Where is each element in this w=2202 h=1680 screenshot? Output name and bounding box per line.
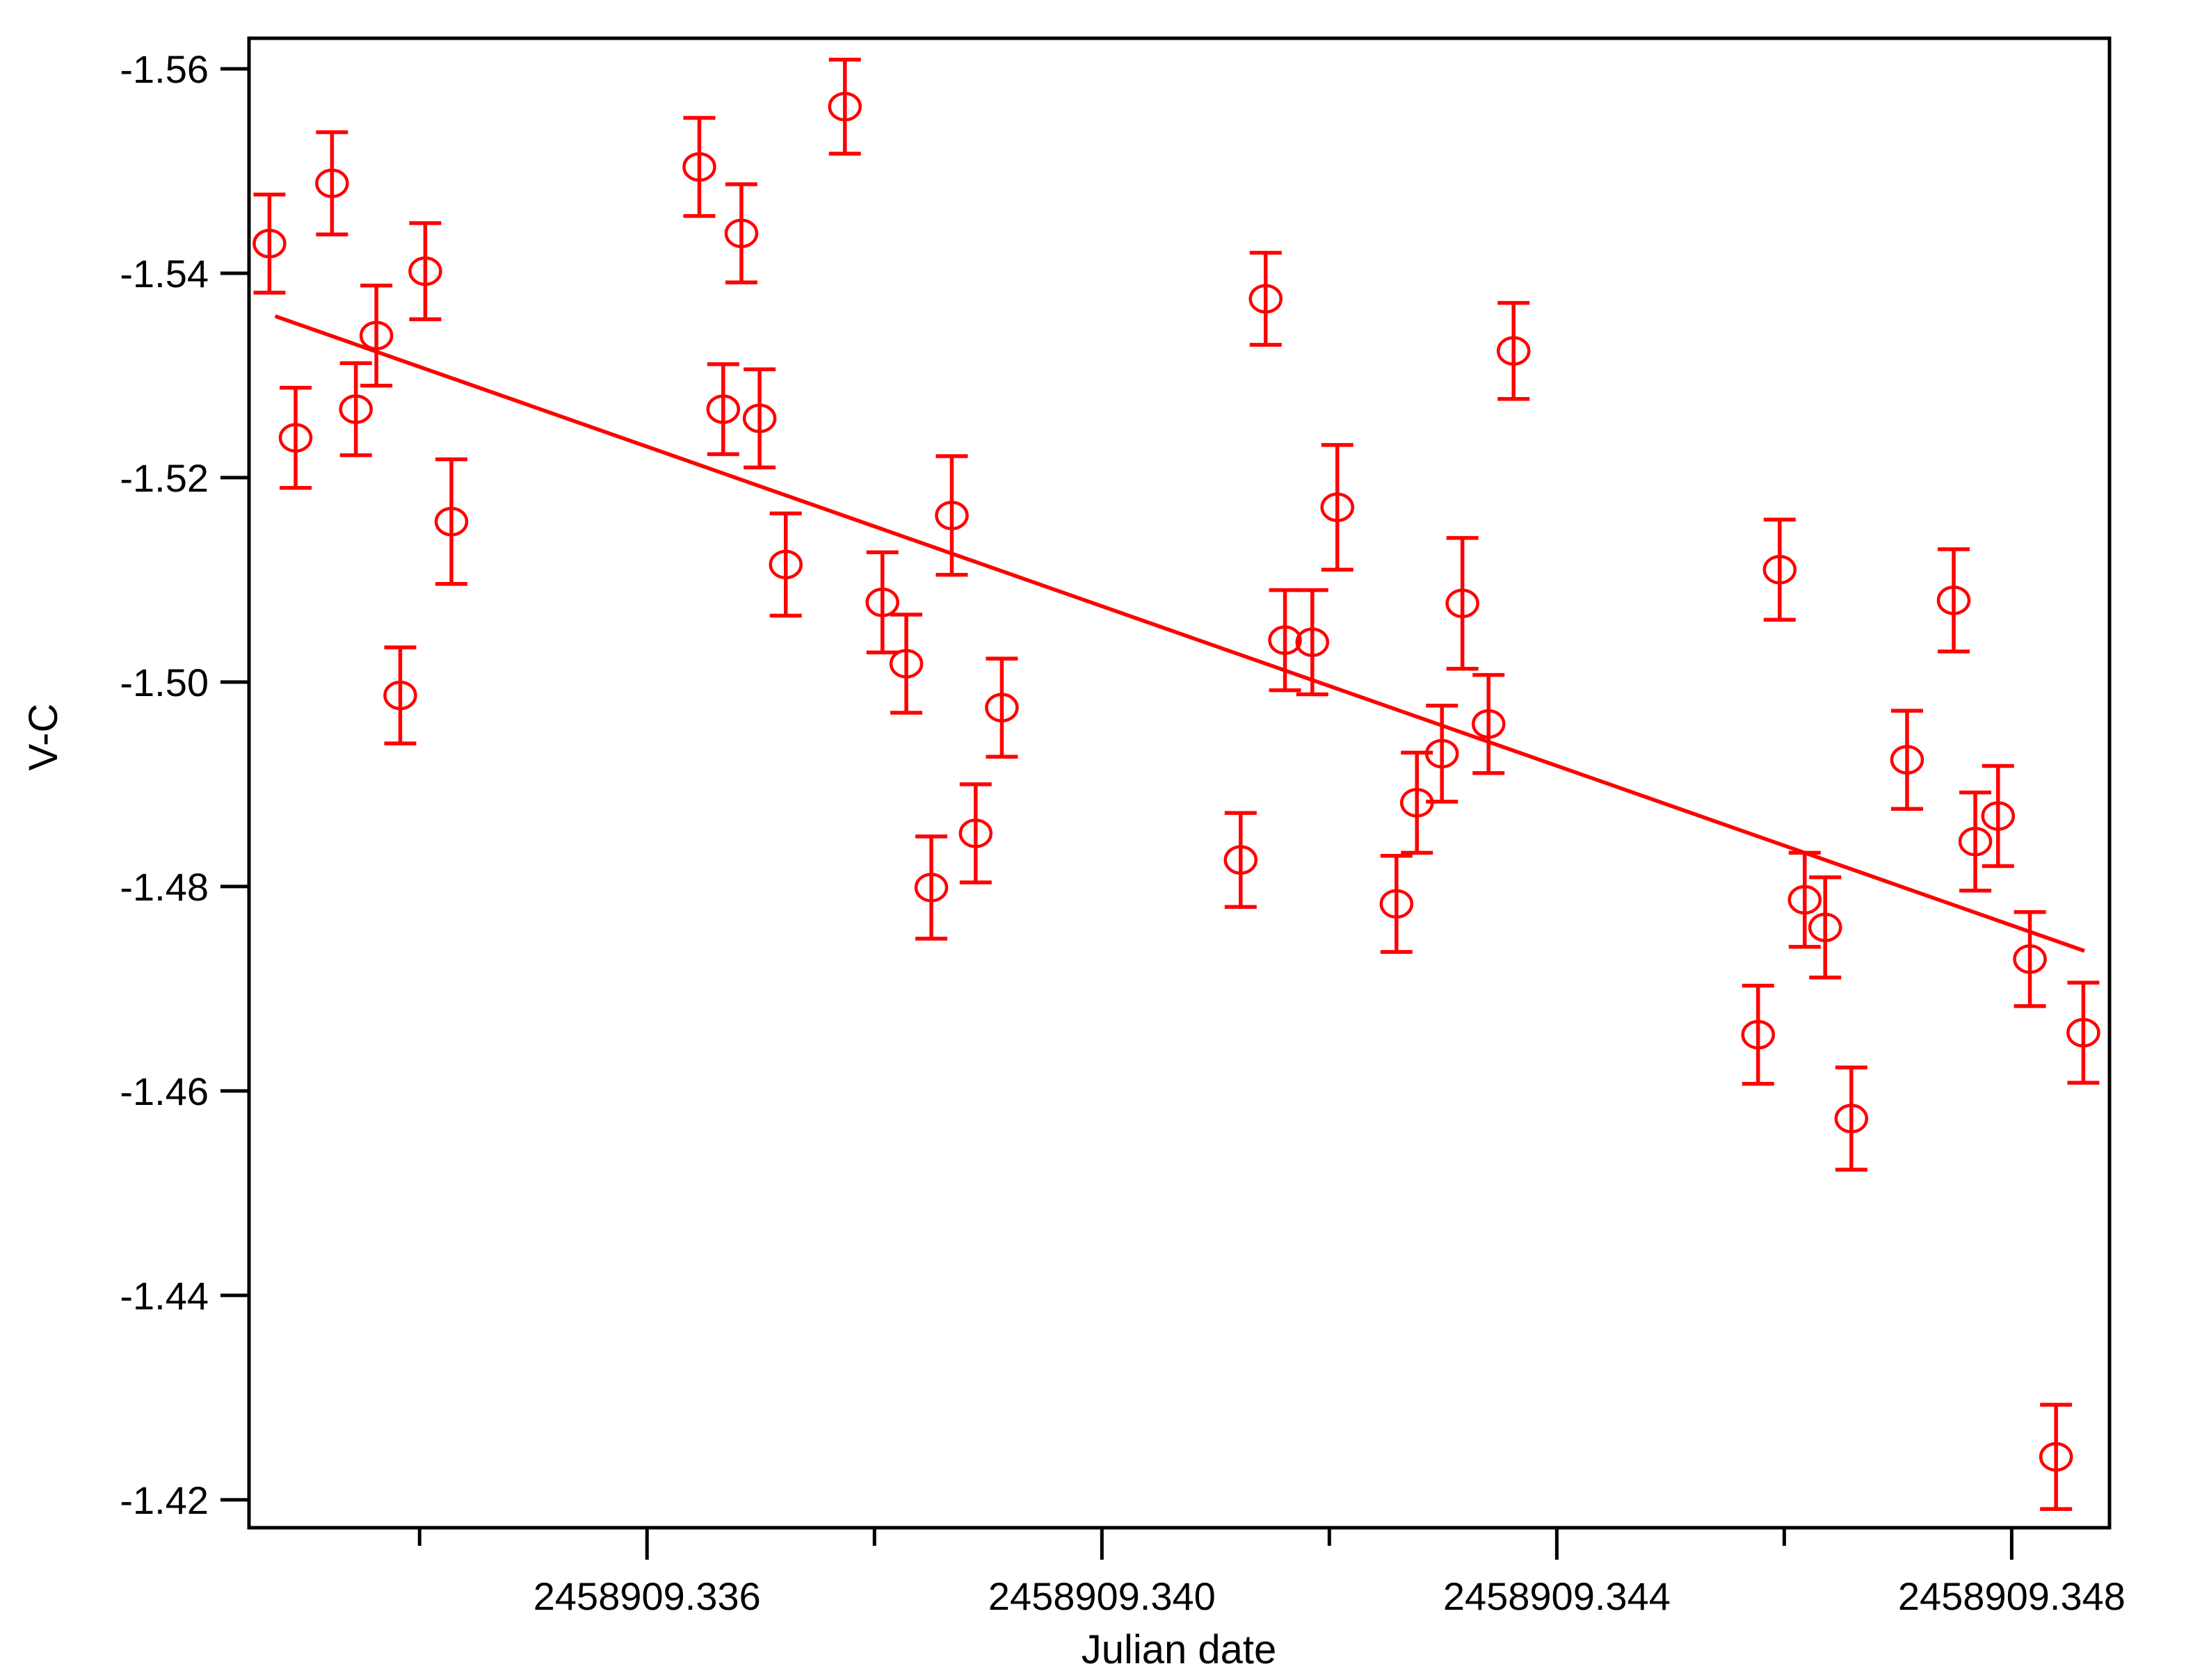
data-point [2039,1441,2073,1472]
plot-render-layer: -1.56 -1.54 -1.52 -1.50 -1.48 -1.46 -1.44 -1.42… [120,36,2125,1618]
data-point [1248,284,1283,314]
data-point [1958,826,1993,857]
data-point [408,256,442,286]
data-point [359,321,394,350]
x-tick-label: 2458909.340 [988,1574,1216,1618]
data-point [958,818,993,848]
data-point [1787,885,1822,915]
y-tick-label: -1.48 [120,865,209,909]
data-point [865,588,899,617]
data-point [985,693,1019,722]
data-point [1295,627,1330,657]
data-point [742,403,777,433]
y-tick-label: -1.50 [120,661,209,704]
data-point [1496,336,1531,366]
y-tick-label: -1.44 [120,1274,209,1318]
data-point [1471,709,1506,739]
data-point [278,423,313,453]
data-point [1808,912,1842,942]
y-axis-title: V-C [21,704,66,771]
trend-line [274,314,2085,953]
data-point [724,218,759,248]
data-point [1890,745,1924,775]
plot-border [247,36,2112,1530]
data-point [769,549,803,580]
data-point [1741,1019,1776,1050]
data-point [2013,944,2047,974]
data-point [434,506,469,537]
y-tick-label: -1.42 [120,1478,209,1522]
data-point [914,873,949,903]
data-point [1320,492,1355,522]
data-point [1762,554,1797,585]
data-point [252,229,287,259]
data-point [1445,588,1479,618]
data-point [1936,585,1971,615]
y-tick-label: -1.46 [120,1069,209,1113]
data-point [1424,738,1459,769]
y-tick-label: -1.56 [120,47,209,91]
data-point [1268,625,1302,655]
data-point [1834,1104,1869,1133]
data-point [315,168,349,198]
data-point [1379,889,1414,919]
data-point [706,394,741,424]
data-point [935,501,969,531]
data-point [828,92,862,122]
x-tick-label: 2458909.336 [533,1574,761,1618]
y-tick-label: -1.54 [120,252,209,296]
data-point [889,649,924,679]
x-tick-label: 2458909.348 [1898,1574,2125,1618]
y-tick-label: -1.52 [120,456,209,500]
x-tick-label: 2458909.344 [1443,1574,1671,1618]
data-point [339,394,373,424]
data-point [682,152,716,182]
data-point [2066,1017,2100,1048]
data-point [383,680,417,711]
data-point [1981,801,2016,831]
data-point [1223,845,1258,875]
x-axis-title: Julian date [1082,1627,1277,1672]
